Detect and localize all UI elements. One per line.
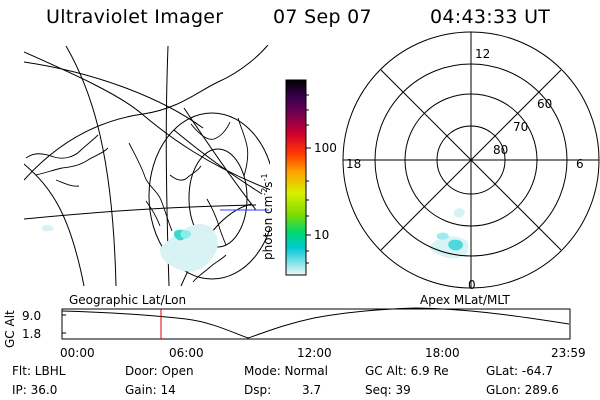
polar-plot xyxy=(342,31,600,289)
status-gc-alt: GC Alt: 6.9 Re xyxy=(365,364,449,378)
status-door: Door: Open xyxy=(125,364,194,378)
polar-lat-80: 80 xyxy=(493,143,509,157)
status-seq: Seq: 39 xyxy=(365,383,411,397)
timeline-plot xyxy=(61,307,571,340)
observation-time: 04:43:33 UT xyxy=(430,6,551,28)
colorbar-unit-label: photon cm-2s-1 xyxy=(260,173,275,260)
status-gain: Gain: 14 xyxy=(125,383,176,397)
status-mode: Mode: Normal xyxy=(244,364,328,378)
timeline-x-0600: 06:00 xyxy=(169,346,204,360)
status-ip: IP: 36.0 xyxy=(12,383,58,397)
observation-date: 07 Sep 07 xyxy=(273,6,372,28)
polar-label-0: 0 xyxy=(468,278,476,292)
polar-lat-60: 60 xyxy=(537,97,553,111)
timeline-right-label: Apex MLat/MLT xyxy=(420,293,510,307)
polar-label-18: 18 xyxy=(346,157,362,171)
status-filter: Flt: LBHL xyxy=(12,364,66,378)
polar-label-6: 6 xyxy=(576,157,584,171)
timeline-x-2359: 23:59 xyxy=(551,346,586,360)
timeline-x-0000: 00:00 xyxy=(60,346,95,360)
status-dsp-value: 3.7 xyxy=(302,383,322,397)
polar-lat-70: 70 xyxy=(513,120,529,134)
timeline-y-top-label: 9.0 xyxy=(22,309,42,323)
status-dsp-label: Dsp: xyxy=(244,383,272,397)
colorbar-tick-100: 100 xyxy=(314,141,337,155)
geographic-map xyxy=(24,45,270,287)
status-glat: GLat: -64.7 xyxy=(486,364,553,378)
timeline-x-1200: 12:00 xyxy=(297,346,332,360)
timeline-y-bottom-label: 1.8 xyxy=(22,327,42,341)
colorbar xyxy=(285,79,311,276)
status-glon: GLon: 289.6 xyxy=(486,383,559,397)
timeline-left-label: Geographic Lat/Lon xyxy=(69,293,187,307)
timeline-axis-label: GC Alt xyxy=(3,310,17,348)
polar-label-12: 12 xyxy=(475,47,491,61)
timeline-x-1800: 18:00 xyxy=(425,346,460,360)
colorbar-tick-10: 10 xyxy=(314,228,330,242)
instrument-title: Ultraviolet Imager xyxy=(46,6,224,28)
